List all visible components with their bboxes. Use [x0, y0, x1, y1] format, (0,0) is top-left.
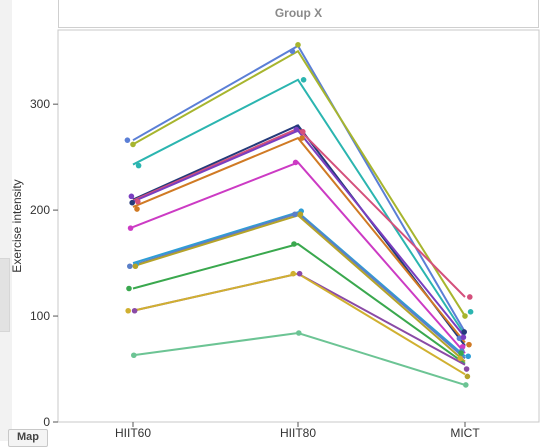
x-tick-label: MICT [450, 426, 480, 440]
x-tick-label: HIIT80 [280, 426, 316, 440]
data-point [461, 329, 468, 335]
map-label[interactable]: Map [8, 429, 48, 447]
series-line [132, 211, 466, 358]
data-point [466, 341, 472, 348]
data-point [300, 128, 306, 135]
data-point [463, 366, 470, 372]
left-panel-strip [0, 0, 12, 441]
y-tick-label: 0 [43, 415, 50, 429]
data-point [132, 263, 139, 270]
data-point [464, 373, 471, 380]
data-point [296, 330, 302, 336]
data-point [296, 270, 303, 277]
data-point [135, 162, 142, 169]
data-point [128, 193, 135, 200]
data-point [127, 225, 134, 231]
data-point [124, 137, 131, 143]
data-point [127, 263, 133, 270]
data-point [467, 294, 473, 300]
data-point [290, 270, 297, 277]
data-point [292, 159, 299, 166]
data-point [293, 126, 300, 133]
data-point [129, 199, 135, 206]
data-point [300, 76, 307, 83]
panel-resize-handle[interactable] [0, 258, 10, 332]
series-line [132, 242, 466, 365]
group-title: Group X [274, 6, 323, 20]
data-point [295, 42, 301, 48]
group-header: Group X [58, 0, 539, 28]
y-axis-title: Exercise intensity [10, 179, 24, 272]
data-point [458, 350, 464, 356]
data-point [467, 309, 474, 315]
data-point [297, 211, 304, 218]
y-tick-label: 200 [30, 203, 50, 217]
y-tick-label: 300 [30, 97, 50, 111]
data-point [465, 353, 472, 360]
data-point [463, 382, 469, 388]
data-point [130, 141, 136, 148]
data-point [460, 334, 467, 341]
data-point [131, 307, 138, 314]
data-point [289, 48, 296, 54]
data-point [126, 285, 132, 292]
data-point [291, 241, 297, 247]
data-point [462, 313, 468, 319]
data-point [125, 307, 131, 314]
x-tick-label: HIIT60 [115, 426, 151, 440]
series-line [132, 49, 466, 317]
data-point [134, 206, 140, 212]
data-point [292, 211, 298, 218]
data-point [131, 352, 137, 359]
data-point [135, 198, 141, 205]
data-point [459, 343, 466, 350]
y-tick-label: 100 [30, 309, 50, 323]
data-point [299, 135, 305, 141]
series-line [132, 78, 466, 336]
data-point [457, 355, 464, 362]
series-line [132, 136, 466, 344]
